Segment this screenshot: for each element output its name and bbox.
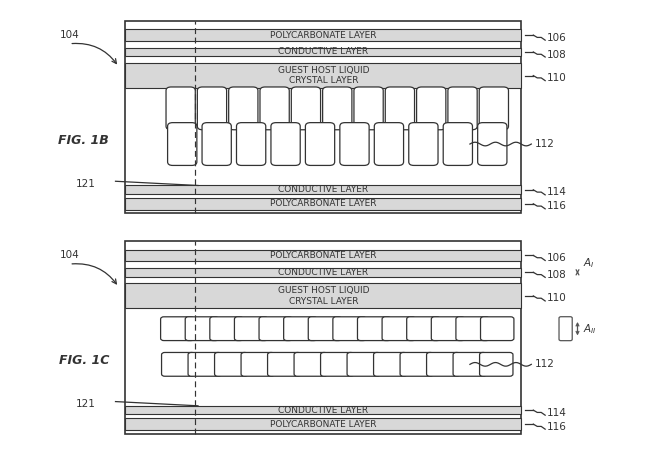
Text: 121: 121: [76, 399, 96, 409]
FancyBboxPatch shape: [358, 317, 391, 341]
FancyBboxPatch shape: [347, 353, 380, 376]
Text: 108: 108: [547, 50, 567, 60]
Text: 121: 121: [76, 179, 96, 189]
FancyBboxPatch shape: [267, 353, 301, 376]
Text: $A_I$: $A_I$: [583, 256, 595, 270]
FancyBboxPatch shape: [294, 353, 327, 376]
Bar: [125, 418, 521, 430]
FancyBboxPatch shape: [431, 317, 465, 341]
Bar: [125, 268, 521, 277]
Text: 116: 116: [547, 202, 567, 211]
FancyBboxPatch shape: [559, 317, 572, 341]
Text: FIG. 1C: FIG. 1C: [59, 354, 109, 367]
FancyBboxPatch shape: [291, 87, 321, 130]
FancyBboxPatch shape: [202, 123, 231, 165]
Text: 114: 114: [547, 408, 567, 418]
Text: 104: 104: [59, 30, 79, 40]
FancyBboxPatch shape: [456, 317, 489, 341]
FancyBboxPatch shape: [479, 87, 508, 130]
FancyBboxPatch shape: [382, 317, 416, 341]
Text: FIG. 1B: FIG. 1B: [58, 134, 109, 147]
Text: POLYCARBONATE LAYER: POLYCARBONATE LAYER: [270, 420, 377, 429]
Text: POLYCARBONATE LAYER: POLYCARBONATE LAYER: [270, 251, 377, 260]
FancyBboxPatch shape: [210, 317, 244, 341]
FancyBboxPatch shape: [241, 353, 275, 376]
FancyBboxPatch shape: [333, 317, 366, 341]
Bar: [125, 48, 521, 56]
FancyBboxPatch shape: [234, 317, 268, 341]
Bar: [125, 250, 521, 261]
Bar: [125, 198, 521, 210]
Text: 108: 108: [547, 270, 567, 280]
Text: GUEST HOST LIQUID
CRYSTAL LAYER: GUEST HOST LIQUID CRYSTAL LAYER: [278, 286, 369, 306]
FancyBboxPatch shape: [214, 353, 248, 376]
FancyBboxPatch shape: [168, 123, 197, 165]
FancyBboxPatch shape: [166, 87, 195, 130]
Bar: [125, 283, 521, 308]
Text: CONDUCTIVE LAYER: CONDUCTIVE LAYER: [279, 268, 368, 277]
FancyBboxPatch shape: [340, 123, 369, 165]
FancyBboxPatch shape: [271, 123, 300, 165]
FancyBboxPatch shape: [306, 123, 335, 165]
FancyBboxPatch shape: [323, 87, 352, 130]
Text: GUEST HOST LIQUID
CRYSTAL LAYER: GUEST HOST LIQUID CRYSTAL LAYER: [278, 66, 369, 85]
Text: 112: 112: [535, 139, 554, 149]
Bar: [125, 185, 521, 194]
Text: 110: 110: [547, 73, 567, 83]
Text: 112: 112: [535, 359, 554, 369]
FancyBboxPatch shape: [228, 87, 258, 130]
FancyBboxPatch shape: [197, 87, 226, 130]
FancyBboxPatch shape: [162, 353, 195, 376]
Text: POLYCARBONATE LAYER: POLYCARBONATE LAYER: [270, 199, 377, 208]
FancyBboxPatch shape: [259, 317, 292, 341]
FancyBboxPatch shape: [478, 123, 507, 165]
FancyBboxPatch shape: [185, 317, 218, 341]
FancyBboxPatch shape: [400, 353, 434, 376]
Text: CONDUCTIVE LAYER: CONDUCTIVE LAYER: [279, 185, 368, 194]
Text: 114: 114: [547, 187, 567, 197]
FancyBboxPatch shape: [426, 353, 460, 376]
FancyBboxPatch shape: [374, 123, 403, 165]
FancyBboxPatch shape: [236, 123, 266, 165]
FancyBboxPatch shape: [448, 87, 477, 130]
FancyBboxPatch shape: [480, 317, 514, 341]
FancyBboxPatch shape: [321, 353, 354, 376]
Text: 106: 106: [547, 253, 567, 263]
Text: $A_{II}$: $A_{II}$: [583, 322, 597, 336]
Bar: [125, 21, 521, 213]
FancyBboxPatch shape: [260, 87, 289, 130]
FancyBboxPatch shape: [453, 353, 486, 376]
FancyBboxPatch shape: [284, 317, 317, 341]
Bar: [125, 63, 521, 88]
Bar: [125, 406, 521, 414]
Text: CONDUCTIVE LAYER: CONDUCTIVE LAYER: [279, 406, 368, 414]
Text: 110: 110: [547, 293, 567, 303]
FancyBboxPatch shape: [308, 317, 342, 341]
FancyBboxPatch shape: [407, 317, 440, 341]
FancyBboxPatch shape: [188, 353, 222, 376]
Text: POLYCARBONATE LAYER: POLYCARBONATE LAYER: [270, 31, 377, 39]
FancyBboxPatch shape: [444, 123, 473, 165]
FancyBboxPatch shape: [374, 353, 407, 376]
FancyBboxPatch shape: [416, 87, 446, 130]
FancyBboxPatch shape: [480, 353, 513, 376]
Bar: [125, 241, 521, 434]
Text: 106: 106: [547, 33, 567, 43]
Text: 116: 116: [547, 422, 567, 431]
Bar: [125, 29, 521, 41]
Text: CONDUCTIVE LAYER: CONDUCTIVE LAYER: [279, 47, 368, 56]
FancyBboxPatch shape: [354, 87, 383, 130]
FancyBboxPatch shape: [385, 87, 414, 130]
FancyBboxPatch shape: [409, 123, 438, 165]
Text: 104: 104: [59, 251, 79, 260]
FancyBboxPatch shape: [160, 317, 194, 341]
